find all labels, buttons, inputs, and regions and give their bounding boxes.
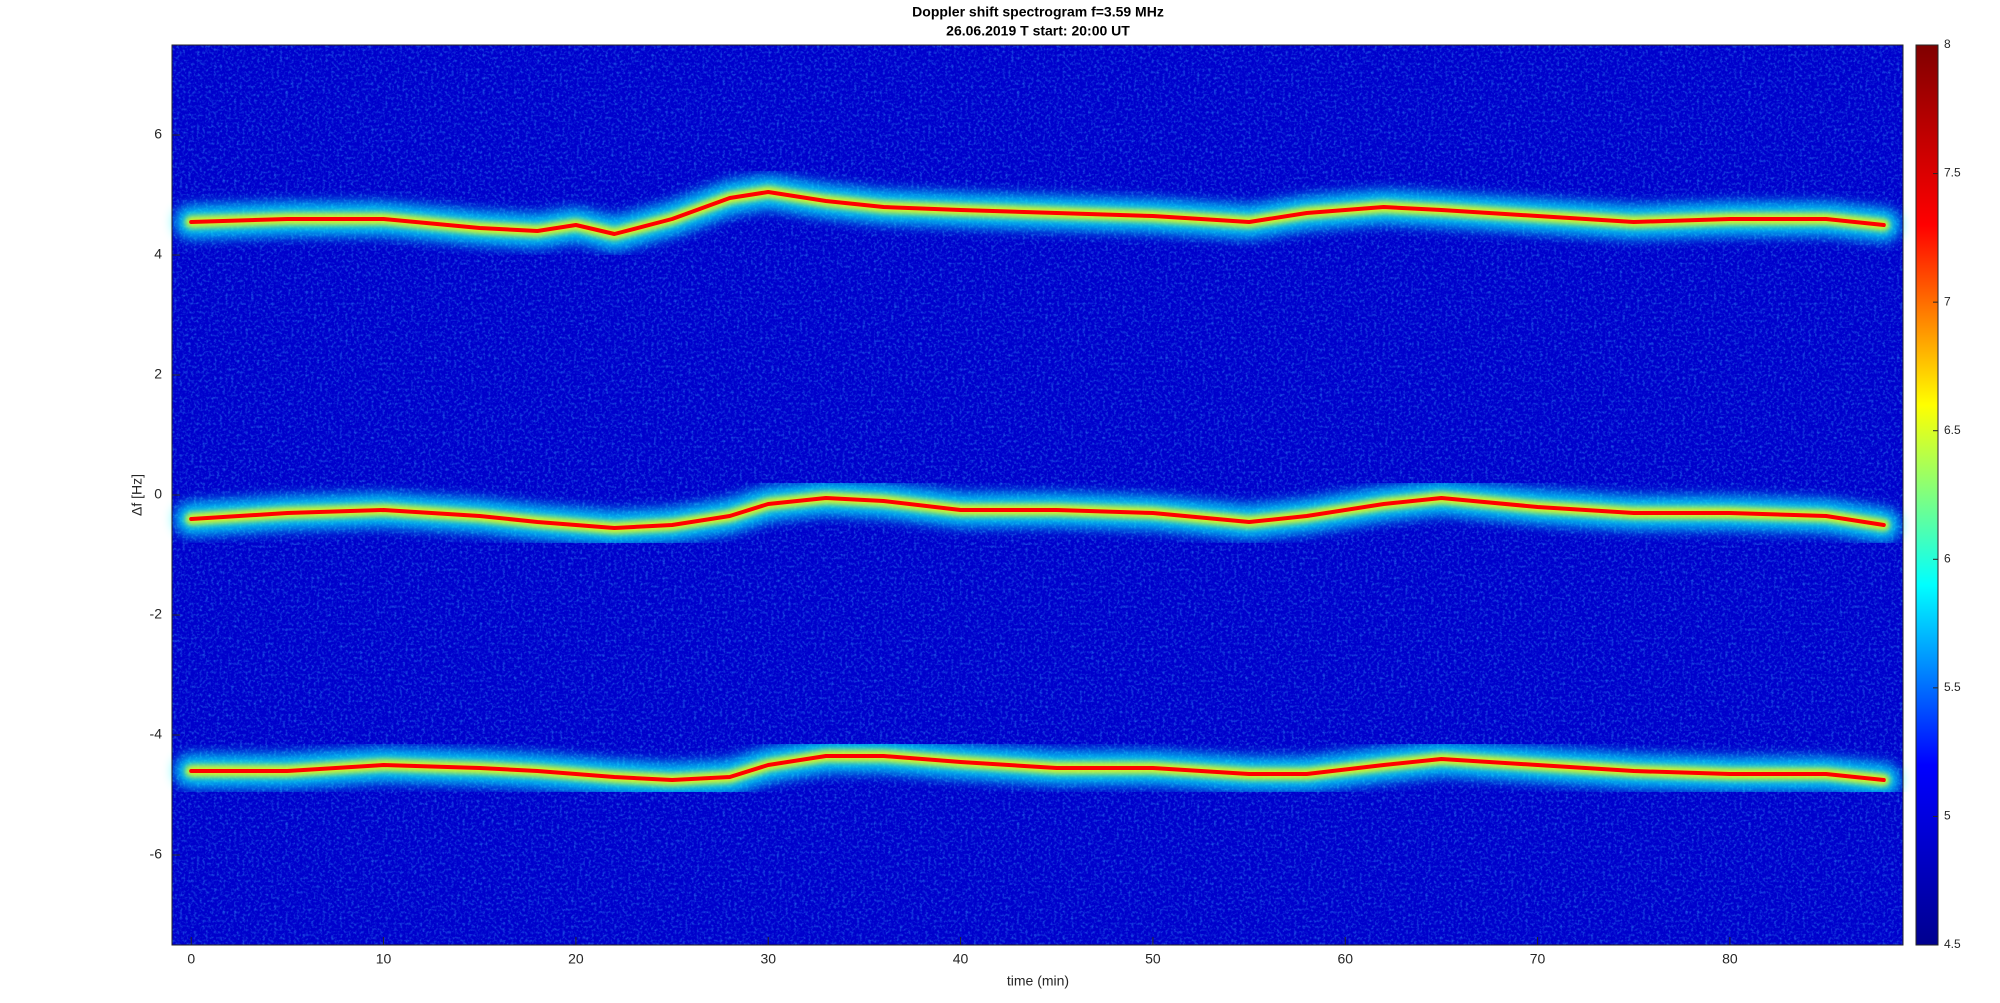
x-tick-label: 70: [1530, 951, 1546, 967]
x-tick-label: 50: [1145, 951, 1161, 967]
colorbar-tick-label: 6.5: [1944, 423, 1961, 437]
x-tick-label: 20: [568, 951, 584, 967]
x-tick-label: 10: [376, 951, 392, 967]
colorbar: [1915, 44, 1939, 946]
y-tick-label: -6: [150, 846, 163, 862]
colorbar-tick-label: 5.5: [1944, 680, 1961, 694]
y-tick-label: 4: [154, 246, 162, 262]
chart-title: Doppler shift spectrogram f=3.59 MHz: [912, 4, 1164, 20]
chart-subtitle: 26.06.2019 T start: 20:00 UT: [946, 23, 1130, 39]
y-tick-label: 0: [154, 486, 162, 502]
trace: [189, 754, 1886, 782]
x-tick-label: 60: [1337, 951, 1353, 967]
colorbar-tick-label: 5: [1944, 809, 1951, 823]
colorbar-tick-label: 8: [1944, 37, 1951, 51]
colorbar-tick-label: 7: [1944, 294, 1951, 308]
trace: [189, 496, 1886, 530]
y-tick-label: -2: [150, 606, 163, 622]
y-axis-label: Δf [Hz]: [129, 474, 145, 516]
colorbar-tick-label: 7.5: [1944, 166, 1961, 180]
x-tick-label: 30: [760, 951, 776, 967]
trace: [189, 190, 1886, 236]
colorbar-tick-label: 4.5: [1944, 937, 1961, 951]
x-axis-label: time (min): [1007, 973, 1069, 989]
x-tick-label: 80: [1722, 951, 1738, 967]
colorbar-tick-label: 6: [1944, 551, 1951, 565]
y-tick-label: 6: [154, 126, 162, 142]
x-tick-label: 40: [953, 951, 969, 967]
y-tick-label: 2: [154, 366, 162, 382]
y-tick-label: -4: [150, 726, 163, 742]
x-tick-label: 0: [187, 951, 195, 967]
